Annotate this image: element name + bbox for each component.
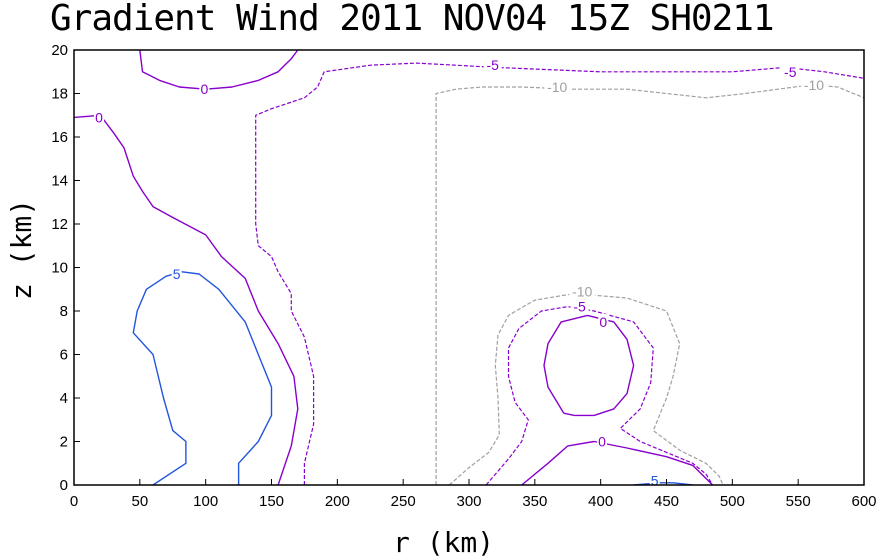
- x-tick-label-5: 250: [391, 493, 416, 510]
- x-axis-ticks: 0 50 100 150 200 250 300 350 400 450 500 550 600: [70, 479, 877, 510]
- contour-neg10-line-8: [435, 84, 864, 485]
- contour-label-bg-4: [544, 78, 571, 95]
- contour-label-7: -10: [572, 283, 592, 299]
- x-tick-label-2: 100: [193, 493, 218, 510]
- x-tick-label-12: 600: [851, 493, 876, 510]
- y-tick-label-8: 16: [51, 129, 68, 146]
- contour-label-10: 0: [598, 434, 606, 450]
- y-tick-label-0: 0: [60, 477, 68, 494]
- x-tick-label-8: 400: [588, 493, 613, 510]
- y-tick-label-5: 10: [51, 260, 68, 277]
- contour-label-2: -5: [486, 57, 499, 73]
- contour-label-9: 0: [599, 314, 607, 330]
- x-tick-label-10: 500: [720, 493, 745, 510]
- x-tick-label-4: 200: [325, 493, 350, 510]
- contour-0-line-3: [139, 50, 299, 90]
- y-axis-ticks: 0 2 4 6 8 10 12 14 16 18 20: [51, 42, 80, 494]
- y-tick-label-2: 4: [60, 390, 68, 407]
- x-axis-label: r (km): [393, 526, 494, 559]
- contour-label-bg-6: [171, 266, 182, 283]
- contour-label-bg-9: [598, 313, 609, 330]
- contour-label-bg-11: [649, 472, 660, 489]
- x-tick-label-3: 150: [259, 493, 284, 510]
- contour-label-3: -5: [784, 64, 797, 80]
- x-tick-label-9: 450: [654, 493, 679, 510]
- contour-neg5-line-6: [255, 62, 864, 485]
- contour-0-line-2: [74, 114, 299, 485]
- chart-title: Gradient Wind 2011 NOV04 15Z SH0211: [50, 0, 774, 39]
- contour-label-0: 0: [200, 81, 208, 97]
- contour-label-bg-5: [800, 76, 827, 93]
- contour-label-bg-1: [94, 109, 105, 126]
- contour-0-line-5: [521, 440, 714, 485]
- contour-label-bg-7: [569, 283, 596, 300]
- x-tick-label-6: 300: [456, 493, 481, 510]
- contour-label-bg-0: [199, 81, 210, 98]
- contour-label-bg-2: [483, 57, 502, 74]
- contour-label-4: -10: [547, 79, 567, 95]
- plot-frame: [73, 49, 865, 486]
- contour-label-1: 0: [95, 109, 103, 125]
- y-tick-label-6: 12: [51, 216, 68, 233]
- contour-label-8: -5: [573, 299, 586, 315]
- y-tick-label-1: 2: [60, 434, 68, 451]
- contour-label-bg-8: [570, 298, 589, 315]
- contour-lines: [74, 50, 864, 485]
- contour-neg10-line-9: [448, 293, 724, 485]
- contour-5-line-0: [132, 271, 273, 485]
- contour-label-bg-10: [596, 433, 607, 450]
- x-tick-label-0: 0: [70, 493, 78, 510]
- x-tick-label-7: 350: [522, 493, 547, 510]
- y-tick-label-10: 20: [51, 42, 68, 59]
- x-tick-label-11: 550: [786, 493, 811, 510]
- contour-0-line-4: [543, 314, 635, 417]
- contour-label-11: 5: [651, 473, 659, 489]
- contour-neg5-line-7: [485, 306, 714, 485]
- y-tick-label-9: 18: [51, 86, 68, 103]
- x-tick-label-1: 50: [131, 493, 148, 510]
- y-tick-label-4: 8: [60, 303, 68, 320]
- y-tick-label-3: 6: [60, 347, 68, 364]
- contour-label-6: 5: [173, 266, 181, 282]
- contour-label-5: -10: [804, 77, 824, 93]
- contour-label-bg-3: [781, 63, 800, 80]
- y-axis-label: z (km): [5, 199, 38, 300]
- y-tick-label-7: 14: [51, 173, 68, 190]
